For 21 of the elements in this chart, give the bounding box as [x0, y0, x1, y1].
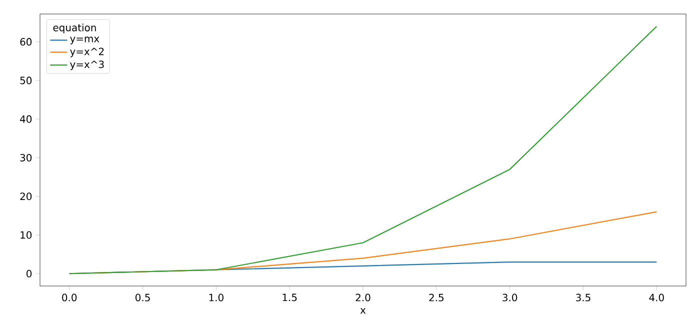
x-tick-label: 3.0 — [502, 294, 518, 302]
legend-title: equation — [53, 24, 96, 34]
x-tick-label: 3.5 — [576, 294, 590, 302]
x-tick-label: 1.0 — [209, 294, 224, 302]
y-tick-label: 0 — [26, 270, 32, 278]
x-tick-label: 2.0 — [356, 294, 370, 302]
x-tick-label: 1.5 — [282, 294, 297, 302]
x-axis-title: x — [360, 308, 366, 314]
legend-label: y=mx — [70, 36, 100, 44]
y-tick-label: 30 — [20, 154, 32, 162]
y-tick-label: 10 — [20, 231, 32, 239]
x-tick-label: 2.5 — [429, 294, 444, 302]
x-tick-label: 4.0 — [649, 294, 664, 302]
y-tick-label: 50 — [20, 76, 32, 84]
legend-label: y=x^2 — [70, 48, 104, 58]
y-tick-label: 40 — [20, 115, 32, 123]
x-tick-label: 0.5 — [136, 294, 150, 302]
y-tick-label: 60 — [20, 38, 32, 46]
legend-label: y=x^3 — [70, 60, 104, 70]
x-tick-label: 0.0 — [62, 294, 77, 302]
y-tick-label: 20 — [20, 192, 32, 200]
